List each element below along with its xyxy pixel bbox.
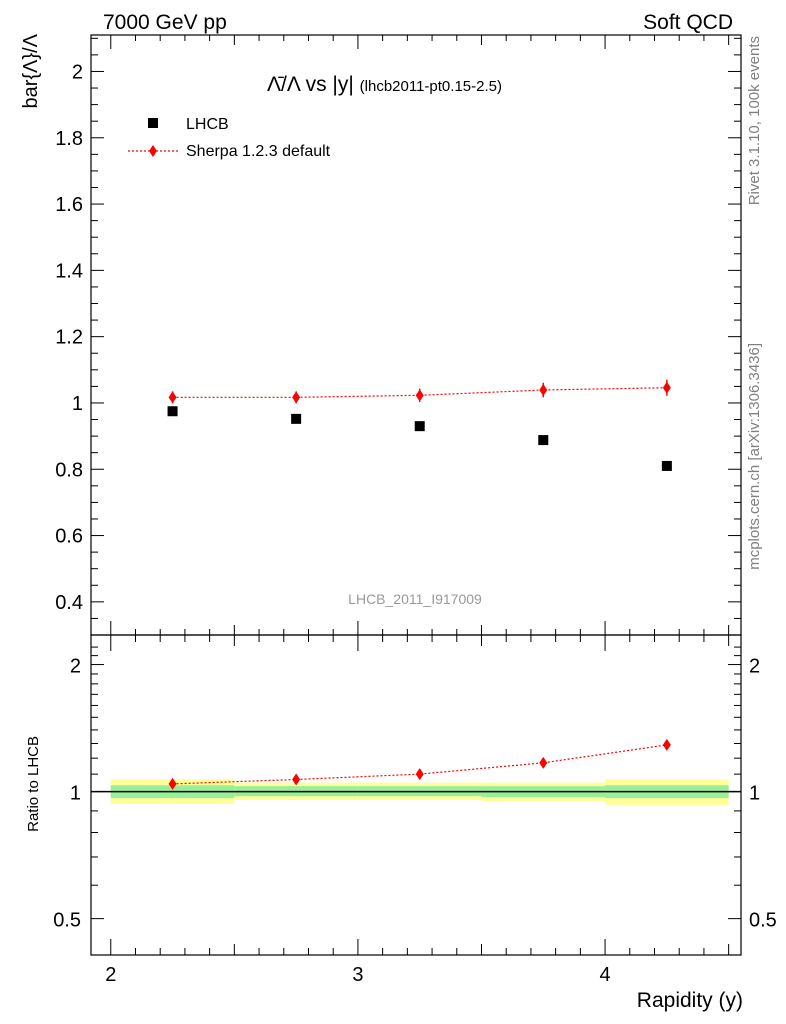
ratio-y-tick-label: 2	[70, 656, 81, 678]
legend-marker-lhcb	[148, 118, 158, 128]
lhcb-point	[167, 406, 178, 417]
y-tick-label: 0.8	[55, 459, 83, 481]
lhcb-point	[291, 413, 302, 424]
mcplots-label: mcplots.cern.ch [arXiv:1306.3436]	[746, 343, 763, 570]
ratio-y-tick-label-right: 1	[749, 783, 760, 805]
ratio-ylabel: Ratio to LHCB	[25, 736, 42, 832]
ratio-sherpa-point	[292, 773, 301, 786]
ratio-sherpa-point	[662, 738, 671, 751]
legend: LHCB Sherpa 1.2.3 default	[128, 116, 331, 160]
sherpa-point	[168, 391, 177, 404]
ratio-y-tick-label-right: 0.5	[749, 910, 777, 932]
ratio-sherpa-line	[172, 744, 667, 785]
y-tick-label: 2	[72, 61, 83, 83]
sherpa-point	[415, 389, 424, 402]
legend-marker-sherpa	[149, 145, 157, 157]
y-tick-label: 0.6	[55, 526, 83, 548]
legend-label-lhcb: LHCB	[186, 116, 229, 133]
y-tick-label: 1.8	[55, 128, 83, 150]
y-tick-label: 1.2	[55, 327, 83, 349]
y-tick-label: 1.4	[55, 260, 83, 282]
ratio-sherpa-point	[415, 768, 424, 781]
legend-label-sherpa: Sherpa 1.2.3 default	[186, 143, 331, 160]
y-tick-label: 1	[72, 393, 83, 415]
lhcb-point	[661, 460, 672, 471]
ratio-y-tick-label-right: 2	[749, 656, 760, 678]
ratio-sherpa-point	[539, 756, 548, 769]
rivet-label: Rivet 3.1.10, 100k events	[746, 36, 763, 205]
lhcb-point	[538, 435, 549, 446]
ratio-y-tick-label: 0.5	[53, 910, 81, 932]
y-tick-label: 1.6	[55, 194, 83, 216]
sherpa-line	[172, 387, 667, 398]
sherpa-point	[539, 384, 548, 397]
analysis-watermark: LHCB_2011_I917009	[348, 591, 482, 607]
x-axis-label: Rapidity (y)	[637, 989, 743, 1012]
ratio-sherpa-point	[168, 777, 177, 790]
main-title-text: Λ̄/Λ vs |y|	[267, 73, 354, 96]
x-tick-label: 4	[600, 964, 611, 986]
main-title-sub: (lhcb2011-pt0.15-2.5)	[360, 78, 502, 95]
y-tick-label: 0.4	[55, 592, 83, 614]
ratio-frame	[90, 634, 742, 956]
lhcb-point	[414, 421, 425, 432]
main-ylabel: bar{Λ}/Λ	[20, 33, 42, 108]
x-tick-label: 2	[105, 964, 116, 986]
main-title: Λ̄/Λ vs |y| (lhcb2011-pt0.15-2.5)	[267, 73, 502, 96]
sherpa-point	[662, 381, 671, 394]
header-process: Soft QCD	[643, 11, 733, 34]
ratio-panel: 0.5 0.5 1 1 2 2 2 3 4	[53, 634, 777, 986]
main-panel: 0.4 0.6 0.8 1 1.2 1.4 1.6 1.8 2	[55, 34, 742, 636]
x-tick-label: 3	[352, 964, 363, 986]
header-energy: 7000 GeV pp	[103, 11, 227, 34]
ratio-y-tick-label: 1	[70, 783, 81, 805]
sherpa-point	[292, 391, 301, 404]
